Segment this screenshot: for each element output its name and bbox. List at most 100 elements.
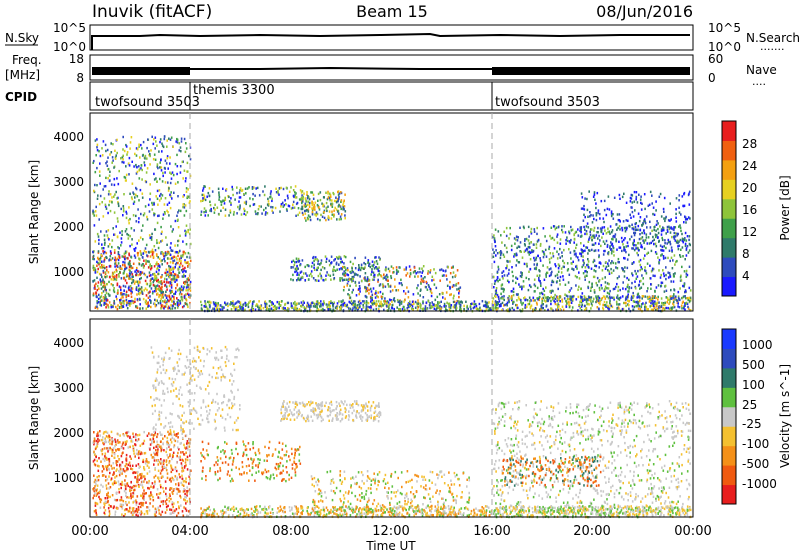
power-cell (133, 254, 136, 257)
power-cell (493, 238, 496, 242)
power-cell (557, 304, 560, 307)
power-cell (109, 243, 111, 246)
power-cell (129, 285, 132, 288)
power-cell (319, 191, 322, 194)
power-cell (584, 249, 586, 252)
power-cell (168, 265, 170, 268)
power-cell (343, 262, 345, 265)
power-cell (160, 260, 162, 263)
power-cell (639, 228, 642, 231)
power-cell (106, 234, 109, 237)
power-cell (116, 197, 118, 200)
power-cell (248, 301, 250, 304)
power-cell (166, 139, 168, 142)
power-cell (305, 219, 307, 222)
power-cell (534, 299, 536, 302)
power-cell (590, 228, 593, 231)
power-cell (428, 285, 430, 288)
velocity-cell (143, 452, 146, 455)
power-cell (310, 270, 313, 273)
power-cell (611, 237, 613, 241)
power-colorbar-swatch (722, 257, 736, 278)
power-cell (512, 302, 514, 305)
power-cell (534, 284, 537, 288)
power-cell (528, 235, 530, 238)
power-cell (414, 270, 417, 273)
power-cell (533, 256, 535, 260)
power-cell (502, 253, 505, 256)
power-cell (153, 290, 156, 293)
power-cell (163, 307, 165, 310)
power-cell (640, 303, 643, 306)
power-cell (302, 300, 305, 303)
velocity-cell (125, 469, 128, 472)
power-cell (243, 193, 245, 196)
velocity-cell (142, 501, 145, 505)
power-cell (131, 278, 133, 281)
power-cell (506, 279, 509, 282)
power-cell (452, 266, 454, 269)
power-cell (182, 288, 184, 292)
power-cell (411, 300, 414, 303)
power-cell (475, 304, 478, 308)
power-cell (673, 297, 675, 300)
power-cell (496, 293, 499, 297)
velocity-cell (115, 474, 118, 478)
power-cell (672, 295, 674, 298)
power-cell (457, 282, 460, 285)
power-cell (128, 277, 130, 280)
power-cell (644, 207, 646, 211)
power-cell (556, 235, 558, 238)
power-cell (442, 296, 444, 299)
velocity-cell (101, 439, 104, 442)
power-cell (270, 190, 272, 193)
power-cell (372, 287, 375, 290)
power-cell (138, 288, 140, 292)
power-cell (592, 275, 595, 279)
power-cell (596, 306, 599, 309)
power-cell (573, 294, 575, 298)
power-cell (364, 294, 367, 298)
power-cell (236, 186, 238, 189)
power-cell (180, 285, 183, 288)
power-cell (661, 238, 664, 242)
power-cell (570, 225, 572, 229)
power-cell (639, 216, 642, 219)
velocity-cell (137, 438, 140, 441)
power-cell (122, 284, 125, 288)
power-cell (634, 269, 636, 273)
power-cell (119, 270, 121, 274)
power-cell (374, 256, 376, 259)
power-cell (338, 218, 341, 221)
power-cell (506, 301, 509, 304)
power-cell (125, 250, 128, 253)
power-cell (636, 301, 639, 304)
power-cell (343, 270, 345, 273)
power-cell (627, 283, 629, 287)
power-cell (186, 196, 188, 200)
power-cell (162, 291, 164, 294)
power-cell (455, 306, 458, 310)
power-cell (655, 304, 658, 308)
power-cell (162, 293, 164, 296)
power-cell (537, 239, 540, 242)
power-cell (419, 305, 421, 308)
power-cell (633, 238, 635, 242)
power-cell (439, 268, 441, 272)
power-cell (331, 205, 334, 208)
power-cell (637, 307, 640, 310)
power-cell (129, 262, 131, 266)
power-cell (107, 156, 109, 159)
power-cell (465, 300, 467, 303)
power-cell (142, 266, 145, 269)
power-cell (282, 205, 285, 208)
power-cell (571, 228, 574, 231)
power-cell (600, 199, 603, 203)
power-cell (564, 283, 567, 286)
power-cell (187, 264, 189, 268)
power-cell (112, 284, 114, 287)
power-cell (209, 209, 211, 212)
power-cell (613, 298, 615, 301)
power-cell (311, 203, 314, 207)
power-cell (627, 299, 629, 302)
